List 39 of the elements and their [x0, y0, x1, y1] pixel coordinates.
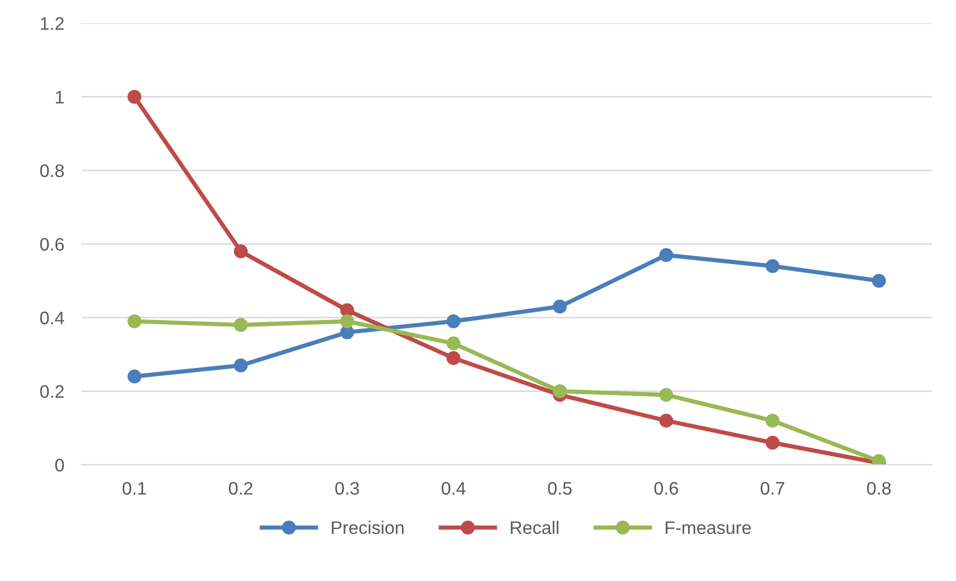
point: [234, 244, 248, 258]
point: [659, 414, 674, 428]
x-tick-label: 0.7: [760, 482, 784, 495]
y-tick-label: 1.2: [40, 17, 64, 30]
y-tick-label: 0.6: [40, 238, 64, 251]
x-tick-label: 0.6: [654, 482, 678, 495]
x-tick-label: 0.3: [335, 482, 359, 495]
y-tick-label: 0.4: [40, 312, 64, 324]
point: [766, 414, 780, 428]
point: [872, 274, 886, 288]
y-tick-label: 0: [55, 458, 64, 472]
x-tick-label: 0.5: [548, 482, 572, 495]
y-tick-label: 0.2: [40, 385, 64, 398]
point: [234, 318, 248, 332]
x-tick-label: 0.4: [442, 482, 466, 495]
point: [127, 314, 142, 328]
point: [659, 388, 674, 402]
point: [446, 314, 460, 328]
legend-label: Precision: [332, 520, 404, 534]
y-tick-label: 0.8: [40, 164, 64, 178]
legend-label: Recall: [510, 520, 558, 534]
point: [234, 358, 248, 372]
x-tick-label: 0.2: [228, 482, 252, 495]
point: [446, 351, 460, 366]
point: [127, 90, 142, 104]
point: [340, 303, 354, 318]
point: [552, 384, 567, 398]
x-tick-label: 0.1: [122, 482, 146, 495]
x-tick-label: 0.8: [867, 482, 891, 495]
point: [446, 336, 460, 350]
point: [340, 314, 354, 328]
point: [552, 300, 567, 314]
y-tick-label: 1: [56, 90, 64, 104]
point: [127, 370, 142, 384]
point: [766, 436, 780, 450]
point: [340, 325, 354, 340]
point: [659, 248, 674, 262]
point: [766, 259, 780, 274]
legend-label: F-measure: [666, 521, 751, 534]
